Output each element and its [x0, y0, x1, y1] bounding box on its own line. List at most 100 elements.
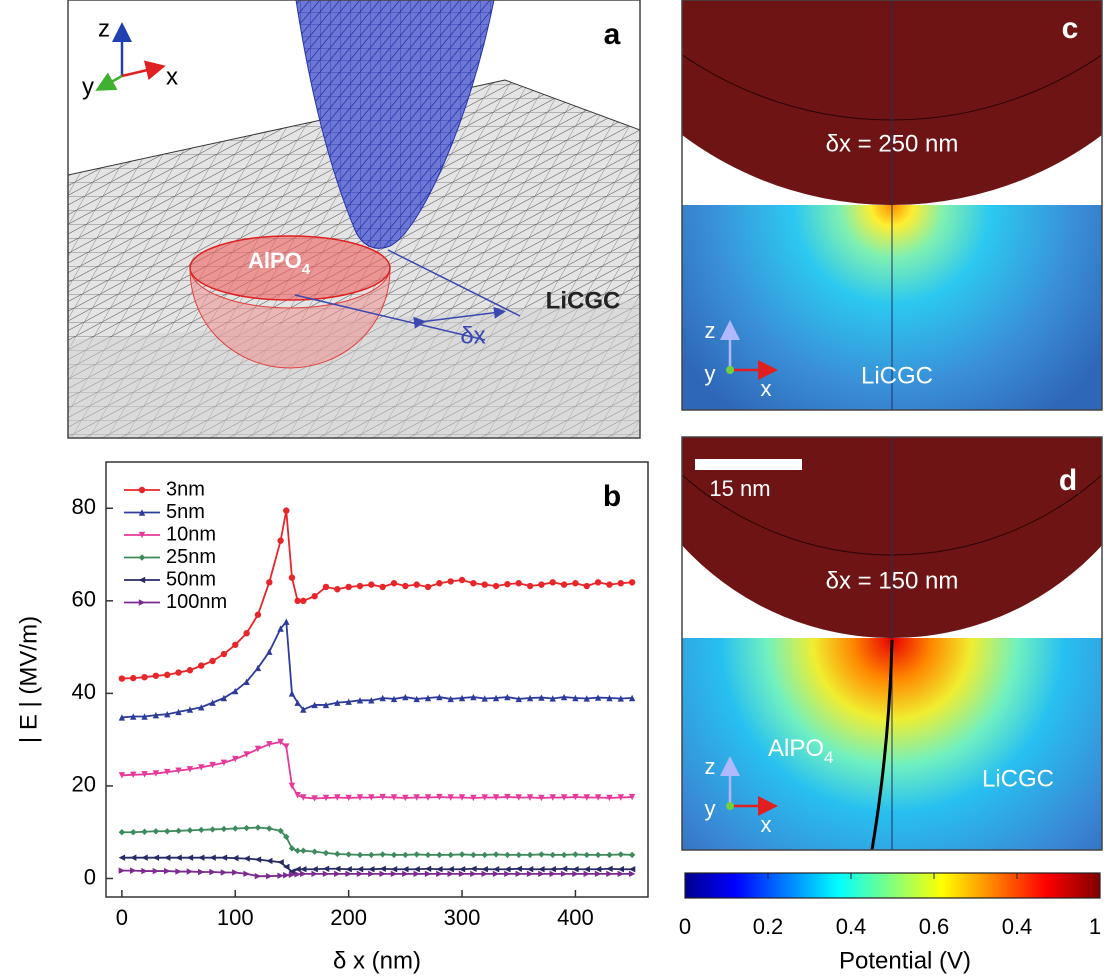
marker [390, 851, 398, 859]
marker [288, 868, 296, 875]
marker [492, 694, 500, 702]
axis-label: y [705, 796, 716, 821]
marker [617, 870, 624, 878]
marker [402, 866, 409, 873]
marker [322, 865, 330, 872]
marker [458, 870, 466, 878]
marker [447, 794, 454, 801]
marker [300, 866, 307, 873]
marker [549, 794, 556, 801]
marker [300, 794, 307, 801]
marker [492, 582, 500, 590]
marker [130, 771, 137, 779]
marker [243, 751, 250, 758]
marker [402, 851, 409, 859]
marker [198, 826, 205, 834]
marker [515, 870, 522, 878]
marker [390, 695, 398, 703]
marker [345, 866, 352, 873]
particle-hemisphere [189, 267, 391, 369]
marker [583, 851, 590, 859]
offset-label: δx = 250 nm [826, 130, 959, 157]
marker [413, 695, 420, 703]
marker [311, 795, 318, 802]
axis-origin [726, 366, 734, 374]
marker [152, 867, 160, 875]
substrate-label: LiCGC [546, 287, 621, 314]
scale-bar [695, 459, 802, 470]
panel-c-frame [681, 0, 1103, 411]
marker [617, 580, 624, 587]
marker [470, 870, 477, 878]
particle-label: AlPO4 [248, 248, 311, 278]
marker [288, 690, 296, 697]
axis-label: z [705, 754, 716, 779]
marker [594, 866, 602, 873]
marker [152, 770, 160, 777]
marker [266, 579, 273, 586]
marker [232, 825, 239, 832]
marker [549, 870, 556, 878]
marker [152, 711, 160, 719]
marker [243, 678, 250, 686]
x-tick-label: 0 [116, 905, 128, 930]
legend-label: 25nm [166, 546, 216, 568]
particle-label-sub: 4 [302, 261, 311, 278]
marker [243, 855, 250, 862]
marker [583, 870, 590, 878]
series-line [121, 619, 633, 719]
marker [277, 537, 284, 544]
panel-a-frame [67, 0, 641, 439]
legend-label: 50nm [166, 568, 216, 590]
marker [300, 847, 307, 854]
marker [628, 866, 636, 873]
marker [138, 554, 146, 561]
marker [266, 872, 273, 880]
marker [141, 673, 148, 681]
marker [300, 870, 307, 878]
panel-d-frame [681, 436, 1103, 851]
marker [549, 695, 556, 702]
marker [198, 854, 205, 861]
marker [583, 794, 590, 801]
marker [481, 870, 488, 878]
marker [288, 574, 296, 581]
marker [560, 870, 568, 878]
tip-cone [295, 0, 495, 249]
marker [130, 713, 137, 720]
marker [322, 583, 330, 591]
marker [606, 581, 613, 588]
marker [447, 695, 454, 703]
series-line [121, 826, 633, 856]
marker [368, 581, 375, 588]
marker [390, 580, 398, 587]
marker [617, 794, 624, 801]
marker [141, 771, 148, 778]
marker [402, 870, 409, 878]
marker [549, 579, 556, 586]
marker [538, 694, 545, 701]
marker [254, 824, 262, 831]
x-tick-label: 400 [557, 905, 594, 930]
colorbar-tick-label: 1 [1089, 914, 1101, 939]
marker [379, 851, 386, 858]
marker [413, 851, 420, 858]
marker [118, 772, 126, 779]
marker [130, 674, 137, 682]
y-axis-title: | E | (MV/m) [15, 616, 42, 743]
marker [594, 870, 602, 878]
marker [379, 865, 386, 872]
marker [334, 699, 341, 706]
marker [606, 865, 613, 872]
interface-line [870, 639, 894, 850]
marker [164, 867, 171, 875]
marker [220, 650, 228, 658]
marker [334, 870, 341, 878]
marker [436, 793, 443, 801]
colorbar-tick-label: 0.4 [1002, 914, 1033, 939]
axis-label: z [705, 318, 716, 343]
marker [220, 869, 228, 876]
marker [209, 657, 216, 665]
marker [152, 672, 160, 679]
